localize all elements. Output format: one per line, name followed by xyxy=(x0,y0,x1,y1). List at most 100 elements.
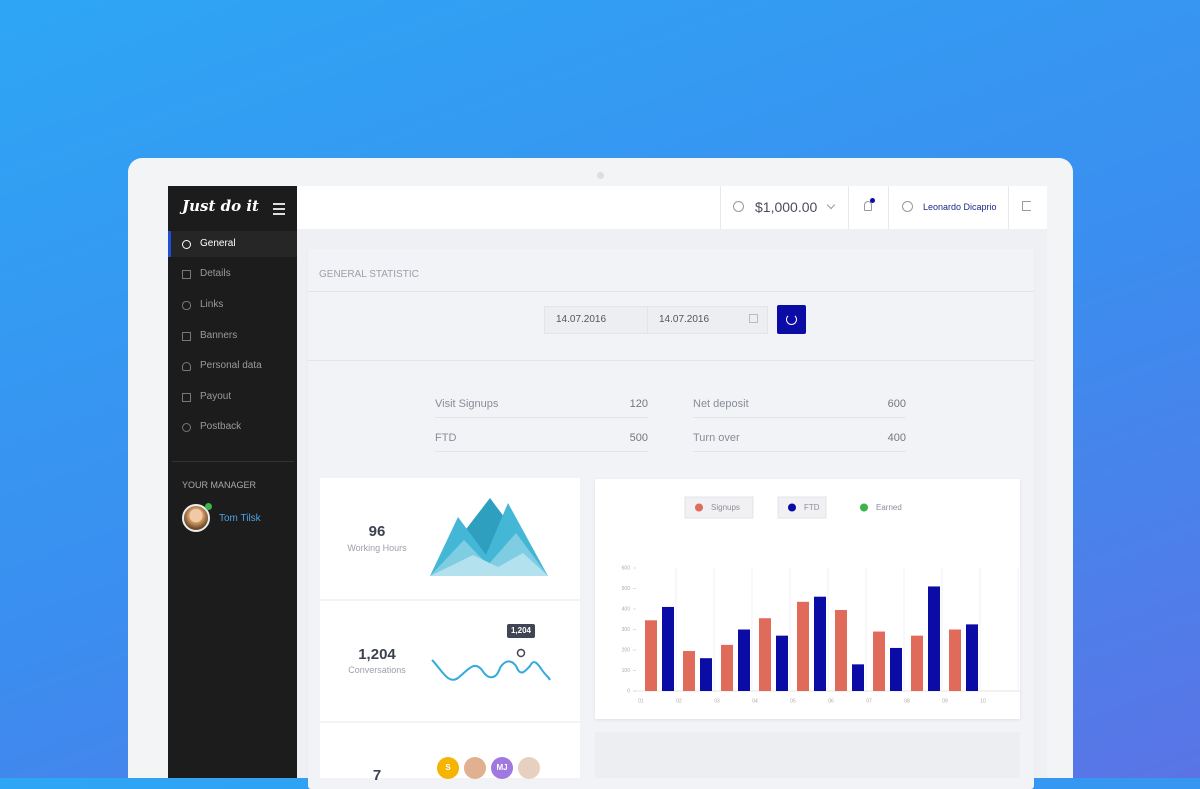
wallet-icon xyxy=(733,201,744,212)
menu-item[interactable]: General xyxy=(168,231,297,257)
user-icon xyxy=(902,201,913,212)
menu-label: Banners xyxy=(200,330,238,341)
bar xyxy=(759,618,771,691)
menu-label: Payout xyxy=(200,391,232,402)
bar xyxy=(966,624,978,691)
x-tick-label: 10 xyxy=(980,698,986,704)
card-value: 1,204 xyxy=(358,646,396,663)
bar xyxy=(721,644,733,691)
legend-label: FTD xyxy=(804,503,820,512)
stat-card xyxy=(320,601,580,721)
stat-label: Turn over xyxy=(693,432,740,444)
y-tick-label: 400 xyxy=(622,606,631,612)
bar-chart: Signups FTD Earned 0 100 200 300 400 500 600 01 02 0… xyxy=(622,496,1020,704)
top-bar xyxy=(297,186,1047,229)
bar xyxy=(662,606,674,691)
avatar[interactable]: MJ xyxy=(491,757,513,779)
divider xyxy=(172,461,294,462)
card-value: 96 xyxy=(368,523,386,540)
menu-toggle[interactable] xyxy=(273,203,285,205)
sidebar xyxy=(168,186,297,778)
divider xyxy=(693,417,906,418)
menu-item[interactable]: Personal data xyxy=(168,353,297,379)
x-tick-label: 02 xyxy=(676,698,682,704)
y-tick-label: 300 xyxy=(622,627,631,633)
x-tick-label: 09 xyxy=(942,698,948,704)
x-tick-label: 07 xyxy=(866,698,872,704)
bar xyxy=(776,635,788,691)
stat-label: Visit Signups xyxy=(435,398,499,410)
menu-item[interactable]: Postback xyxy=(168,414,297,440)
bar xyxy=(738,629,750,691)
menu-item[interactable]: Details xyxy=(168,261,297,287)
calendar-icon[interactable] xyxy=(749,314,758,323)
bar xyxy=(890,647,902,691)
x-tick-label: 06 xyxy=(828,698,834,704)
avatar[interactable] xyxy=(518,757,540,779)
x-tick-label: 08 xyxy=(904,698,910,704)
bar xyxy=(797,601,809,691)
y-tick-label: 600 xyxy=(622,565,631,571)
notifications-icon[interactable] xyxy=(864,201,872,211)
x-tick-label: 01 xyxy=(638,698,644,704)
card-value: 7 xyxy=(372,767,382,784)
stat-value: 120 xyxy=(629,398,648,410)
legend-marker xyxy=(695,503,703,512)
legend-box xyxy=(777,496,827,519)
divider xyxy=(308,291,1034,292)
user-name[interactable]: Leonardo Dicaprio xyxy=(923,202,997,212)
balance[interactable]: $1,000.00 xyxy=(755,199,818,215)
menu-label: Links xyxy=(200,299,224,310)
menu-label: Details xyxy=(200,268,231,279)
tooltip: 1,204 xyxy=(507,624,535,638)
menu-item[interactable]: Payout xyxy=(168,384,297,410)
divider xyxy=(848,186,849,229)
divider xyxy=(1008,186,1009,229)
stat-value: 600 xyxy=(887,398,906,410)
divider xyxy=(720,186,721,229)
y-tick-label: 200 xyxy=(622,647,631,653)
date-to[interactable]: 14.07.2016 xyxy=(647,306,768,334)
divider xyxy=(693,451,906,452)
panel-title: GENERAL STATISTIC xyxy=(319,269,419,280)
bar xyxy=(835,610,847,691)
divider xyxy=(308,360,1034,361)
menu-item[interactable]: Links xyxy=(168,292,297,318)
menu-toggle-line xyxy=(273,213,285,215)
card-label: Working Hours xyxy=(347,543,407,553)
y-tick-label: 500 xyxy=(622,586,631,592)
logout-icon[interactable] xyxy=(1022,201,1031,211)
y-tick-label: 0 xyxy=(627,688,630,694)
card-label: Conversations xyxy=(348,665,406,675)
bar xyxy=(852,664,864,691)
placeholder-card xyxy=(595,732,1020,778)
bar xyxy=(645,620,657,691)
legend-label: Signups xyxy=(711,503,740,512)
x-tick-label: 05 xyxy=(790,698,796,704)
avatar[interactable] xyxy=(464,757,486,779)
conversation-line xyxy=(431,648,551,681)
y-tick-label: 100 xyxy=(622,668,631,674)
online-indicator xyxy=(205,503,212,510)
avatar[interactable]: S xyxy=(437,757,459,779)
menu-label: Postback xyxy=(200,421,242,432)
bar xyxy=(928,586,940,691)
legend-marker xyxy=(788,503,796,512)
divider xyxy=(435,451,648,452)
menu-item[interactable]: Banners xyxy=(168,323,297,349)
menu-label: Personal data xyxy=(200,360,262,371)
stat-label: FTD xyxy=(435,432,457,444)
legend-box xyxy=(684,496,754,519)
device-camera xyxy=(597,172,604,179)
date-from[interactable]: 14.07.2016 xyxy=(544,306,648,334)
bar xyxy=(873,631,885,691)
bar xyxy=(949,629,961,691)
menu-label: General xyxy=(200,238,236,249)
divider xyxy=(435,417,648,418)
manager-name[interactable]: Tom Tilsk xyxy=(219,513,261,524)
bar xyxy=(700,658,712,691)
brand-logo[interactable]: Just do it xyxy=(182,197,259,215)
legend-label: Earned xyxy=(876,503,902,512)
legend-marker xyxy=(860,503,868,512)
